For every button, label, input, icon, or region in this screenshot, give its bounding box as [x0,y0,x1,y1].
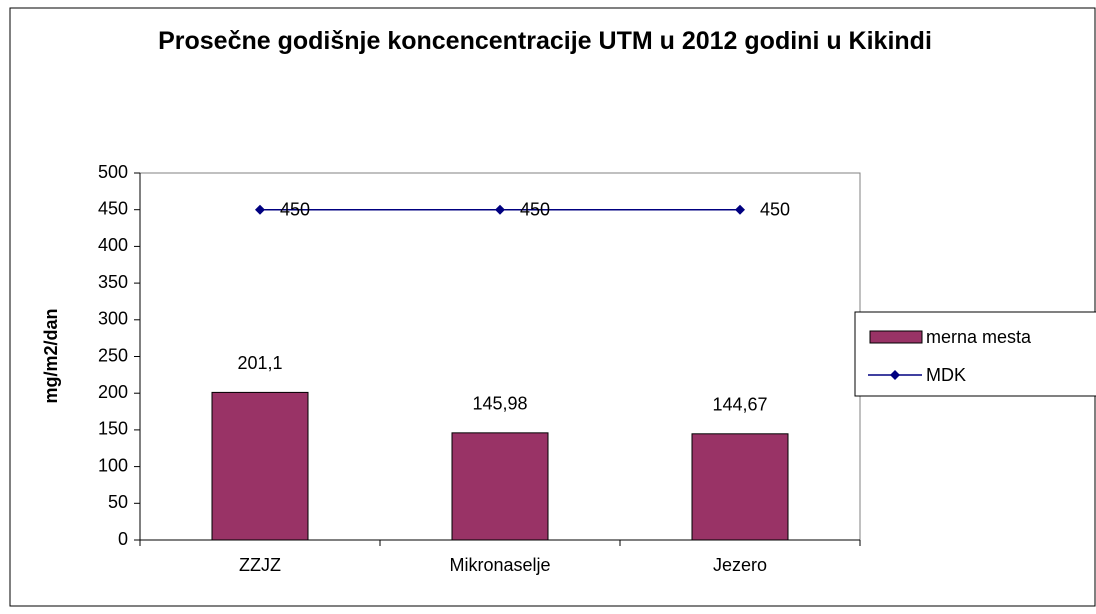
legend-marker [890,370,900,380]
line-marker [495,204,505,215]
legend-label: MDK [926,365,966,385]
data-label: 201,1 [237,353,282,373]
legend-swatch [869,330,923,344]
y-tick-label: 150 [98,419,128,439]
x-tick-label: ZZJZ [239,555,281,575]
y-tick-label: 50 [108,492,128,512]
y-axis-label: mg/m2/dan [41,308,61,403]
legend-label: merna mesta [926,327,1032,347]
y-tick-label: 350 [98,272,128,292]
chart-title: Prosečne godišnje koncencentracije UTM u… [158,27,932,55]
legend-box [854,311,1096,397]
data-label: 450 [520,199,550,219]
y-tick-label: 0 [118,529,128,549]
x-tick-label: Mikronaselje [449,555,550,575]
bar [451,432,549,541]
bar [211,391,309,541]
bar [691,433,789,541]
y-tick-label: 100 [98,455,128,475]
data-label: 144,67 [712,395,767,415]
data-label: 145,98 [472,394,527,414]
y-tick-label: 200 [98,382,128,402]
line-marker [255,204,265,215]
y-tick-label: 250 [98,345,128,365]
y-tick-label: 400 [98,235,128,255]
x-tick-label: Jezero [713,555,767,575]
data-label: 450 [760,199,790,219]
line-marker [735,204,745,215]
y-tick-label: 300 [98,309,128,329]
y-tick-label: 500 [98,162,128,182]
y-tick-label: 450 [98,198,128,218]
data-label: 450 [280,199,310,219]
